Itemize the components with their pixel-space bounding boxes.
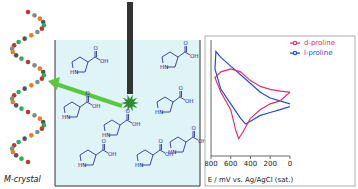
svg-text:HN: HN — [70, 69, 78, 75]
svg-text:HN: HN — [135, 162, 143, 168]
html-text:l-proline: l-proline — [303, 48, 333, 57]
svg-text:OH: OH — [100, 58, 108, 64]
svg-text:O: O — [179, 85, 184, 91]
svg-text:OH: OH — [92, 103, 100, 109]
svg-text:O: O — [94, 45, 99, 51]
svg-text:800: 800 — [205, 160, 218, 168]
svg-text:O: O — [86, 90, 91, 96]
svg-text:600: 600 — [224, 160, 237, 168]
svg-text:OH: OH — [198, 138, 207, 144]
svg-text:HN: HN — [155, 109, 163, 115]
svg-text:HN: HN — [160, 64, 168, 70]
svg-text:OH: OH — [132, 121, 140, 127]
svg-text:OH: OH — [185, 98, 193, 104]
svg-text:HN: HN — [78, 162, 86, 168]
svg-text:OH: OH — [108, 151, 116, 157]
svg-text:0: 0 — [288, 160, 292, 168]
svg-text:M-crystal: M-crystal — [8, 175, 41, 184]
svg-text:HN: HN — [62, 114, 70, 120]
html-text:d-proline: d-proline — [303, 38, 335, 47]
svg-text:O: O — [192, 125, 197, 131]
svg-text:E / mV vs. Ag/AgCl (sat.): E / mV vs. Ag/AgCl (sat.) — [208, 176, 294, 184]
svg-text:200: 200 — [264, 160, 277, 168]
svg-text:OH: OH — [190, 53, 198, 59]
svg-text:HN: HN — [168, 149, 176, 155]
svg-text:HN: HN — [102, 132, 111, 138]
svg-text:O: O — [159, 138, 164, 144]
svg-text:400: 400 — [244, 160, 257, 168]
svg-text:O: O — [184, 40, 189, 46]
svg-text:O: O — [102, 138, 107, 144]
svg-text:O: O — [126, 108, 131, 114]
